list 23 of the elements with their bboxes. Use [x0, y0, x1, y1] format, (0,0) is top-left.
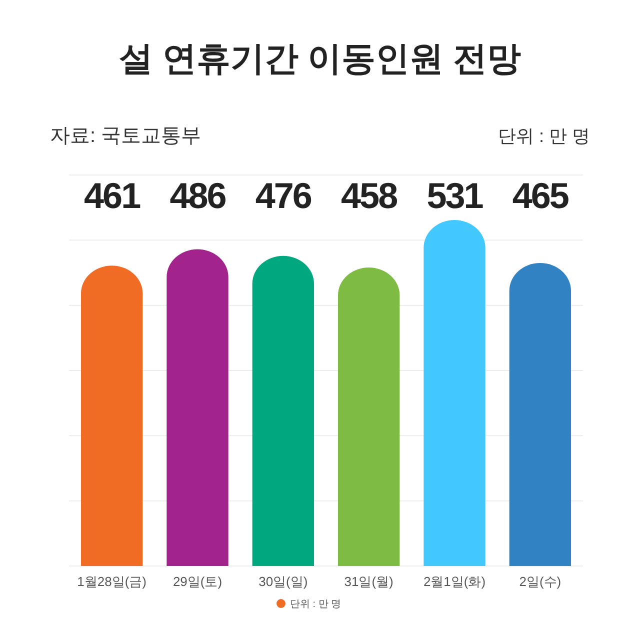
text: 단위 : 만 명 [498, 126, 590, 146]
bar [252, 256, 314, 566]
x-tick-label: 31일(월) [344, 574, 394, 589]
data-label: 458 [341, 175, 398, 216]
x-tick-label: 29일(토) [172, 574, 222, 589]
bar [166, 249, 228, 566]
legend: 단위 : 만 명 [276, 599, 342, 610]
data-label: 461 [84, 175, 142, 216]
text: 자료: 국토교통부 [50, 125, 202, 147]
data-label: 486 [170, 175, 226, 216]
bar [338, 268, 400, 566]
bar [80, 266, 143, 566]
x-tick-label: 1월28일(금) [77, 574, 147, 589]
data-label: 465 [512, 175, 570, 216]
legend-label: 단위 : 만 명 [290, 599, 342, 610]
bar [424, 220, 486, 566]
bar [509, 263, 572, 566]
data-label: 476 [255, 175, 312, 216]
x-tick-label: 2일(수) [519, 574, 562, 589]
x-tick-label: 2월1일(화) [423, 574, 486, 589]
chart-title: 설 연휴기간 이동인원 전망 [118, 40, 522, 78]
x-tick-label: 30일(일) [258, 574, 308, 589]
data-label: 531 [426, 175, 484, 216]
